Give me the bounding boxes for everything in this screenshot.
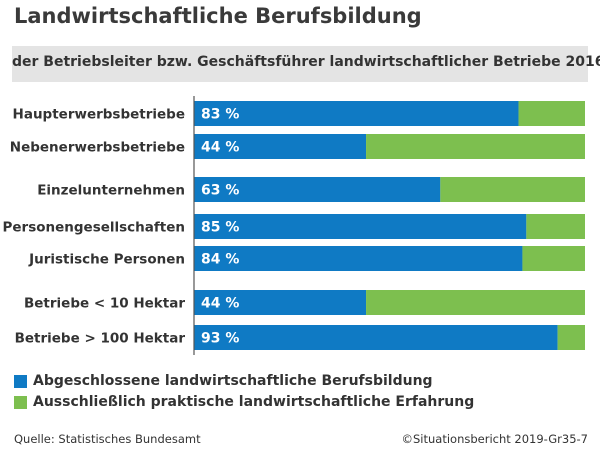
subtitle-band: der Betriebsleiter bzw. Geschäftsführer … (12, 46, 600, 82)
category-label-1: Nebenerwerbsbetriebe (10, 140, 185, 156)
data-label-2: 63 % (201, 183, 239, 199)
bar-completed-4 (194, 246, 523, 271)
bar-practical-4 (522, 246, 585, 271)
bar-completed-1 (194, 134, 367, 159)
source-note: Quelle: Statistisches Bundesamt (14, 432, 201, 446)
copyright-note: ©Situationsbericht 2019-Gr35-7 (401, 432, 588, 446)
legend-swatch-blue (14, 374, 27, 388)
bar-practical-0 (518, 101, 585, 126)
legend-label-practical: Ausschließlich praktische landwirtschaft… (33, 394, 475, 410)
bar-completed-6 (194, 325, 558, 350)
bar-completed-0 (194, 101, 519, 126)
data-label-0: 83 % (201, 107, 239, 123)
bar-completed-5 (194, 290, 367, 315)
data-label-5: 44 % (201, 296, 239, 312)
chart-title: Landwirtschaftliche Berufsbildung (14, 4, 422, 28)
data-label-1: 44 % (201, 140, 239, 156)
data-label-4: 84 % (201, 252, 239, 268)
bar-practical-1 (366, 134, 585, 159)
data-label-3: 85 % (201, 220, 239, 236)
data-label-6: 93 % (201, 331, 239, 347)
category-label-3: Personengesellschaften (2, 220, 185, 236)
category-label-5: Betriebe < 10 Hektar (24, 296, 185, 312)
bar-practical-6 (557, 325, 585, 350)
bar-practical-5 (366, 290, 585, 315)
bar-chart: 83 % Haupterwerbsbetriebe 44 % Nebenerwerbs… (2, 96, 585, 355)
category-label-2: Einzelunternehmen (37, 183, 185, 199)
legend-item-practical: Ausschließlich praktische landwirtschaft… (14, 394, 474, 410)
bar-completed-3 (194, 214, 527, 239)
category-label-0: Haupterwerbsbetriebe (13, 107, 185, 123)
bar-practical-3 (526, 214, 585, 239)
bar-completed-2 (194, 177, 441, 202)
bar-practical-2 (440, 177, 585, 202)
category-label-4: Juristische Personen (28, 252, 185, 268)
category-label-6: Betriebe > 100 Hektar (15, 331, 186, 347)
legend-label-completed: Abgeschlossene landwirtschaftliche Beruf… (33, 373, 433, 389)
legend-swatch-green (14, 395, 27, 409)
legend-item-completed: Abgeschlossene landwirtschaftliche Beruf… (14, 373, 433, 389)
chart-subtitle: der Betriebsleiter bzw. Geschäftsführer … (12, 54, 600, 70)
